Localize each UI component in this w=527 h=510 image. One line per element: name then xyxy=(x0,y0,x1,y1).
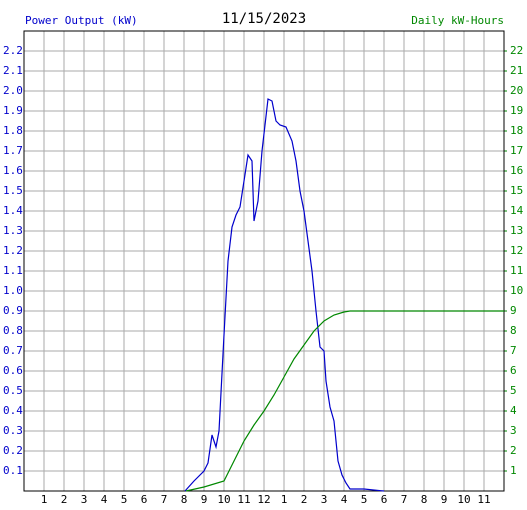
x-tick-label: 3 xyxy=(81,493,88,506)
x-tick-label: 6 xyxy=(141,493,148,506)
y-tick-label: 1.8 xyxy=(3,124,23,137)
y2-axis-label: Daily kW-Hours xyxy=(411,14,504,27)
chart-title: 11/15/2023 xyxy=(222,11,306,27)
x-tick-label: 3 xyxy=(321,493,328,506)
y-tick-label: 0.3 xyxy=(3,424,23,437)
plot-border xyxy=(23,30,505,492)
y-tick-label: 0.8 xyxy=(3,324,23,337)
x-tick-label: 9 xyxy=(201,493,208,506)
x-tick-label: 9 xyxy=(441,493,448,506)
y2-tick-label: 16 xyxy=(510,164,523,177)
x-tick-label: 11 xyxy=(237,493,250,506)
y-tick-label: 1.1 xyxy=(3,264,23,277)
y2-tick-label: 4 xyxy=(510,404,517,417)
x-tick-label: 1 xyxy=(41,493,48,506)
y-tick-label: 0.5 xyxy=(3,384,23,397)
y2-tick-label: 7 xyxy=(510,344,517,357)
y-tick-label: 2.1 xyxy=(3,64,23,77)
y2-tick-label: 15 xyxy=(510,184,523,197)
y-tick-label: 1.9 xyxy=(3,104,23,117)
x-tick-label: 4 xyxy=(341,493,348,506)
y2-tick-label: 5 xyxy=(510,384,517,397)
y-tick-label: 0.7 xyxy=(3,344,23,357)
y-tick-label: 0.2 xyxy=(3,444,23,457)
y2-tick-label: 8 xyxy=(510,324,517,337)
y2-tick-label: 21 xyxy=(510,64,523,77)
y-tick-label: 1.4 xyxy=(3,204,23,217)
y-tick-label: 0.9 xyxy=(3,304,23,317)
y-tick-label: 1.2 xyxy=(3,244,23,257)
y-tick-label: 0.4 xyxy=(3,404,23,417)
x-tick-label: 2 xyxy=(301,493,308,506)
x-tick-label: 5 xyxy=(361,493,368,506)
y2-tick-label: 22 xyxy=(510,44,523,57)
y2-tick-label: 10 xyxy=(510,284,523,297)
y2-tick-label: 9 xyxy=(510,304,517,317)
y2-tick-label: 1 xyxy=(510,464,517,477)
y2-tick-label: 19 xyxy=(510,104,523,117)
series-line xyxy=(184,98,385,492)
x-tick-label: 10 xyxy=(217,493,230,506)
x-tick-label: 4 xyxy=(101,493,108,506)
x-tick-label: 12 xyxy=(257,493,270,506)
y2-tick-label: 6 xyxy=(510,364,517,377)
y-tick-label: 0.1 xyxy=(3,464,23,477)
x-tick-label: 6 xyxy=(381,493,388,506)
x-tick-label: 7 xyxy=(401,493,408,506)
x-tick-label: 1 xyxy=(281,493,288,506)
y-tick-label: 2.2 xyxy=(3,44,23,57)
x-tick-label: 7 xyxy=(161,493,168,506)
y2-tick-label: 14 xyxy=(510,204,524,217)
series-line xyxy=(185,310,504,492)
x-tick-label: 10 xyxy=(457,493,470,506)
y-tick-label: 1.7 xyxy=(3,144,23,157)
y-axis-label: Power Output (kW) xyxy=(25,14,138,27)
x-tick-label: 11 xyxy=(477,493,490,506)
y2-tick-label: 18 xyxy=(510,124,523,137)
y2-tick-label: 2 xyxy=(510,444,517,457)
x-tick-label: 5 xyxy=(121,493,128,506)
y-tick-label: 1.3 xyxy=(3,224,23,237)
y2-tick-label: 20 xyxy=(510,84,523,97)
x-tick-label: 8 xyxy=(181,493,188,506)
y2-tick-label: 13 xyxy=(510,224,523,237)
y2-tick-label: 3 xyxy=(510,424,517,437)
x-tick-label: 2 xyxy=(61,493,68,506)
y-tick-label: 1.6 xyxy=(3,164,23,177)
y-tick-label: 1.5 xyxy=(3,184,23,197)
x-tick-label: 8 xyxy=(421,493,428,506)
y-tick-label: 1.0 xyxy=(3,284,23,297)
y2-tick-label: 12 xyxy=(510,244,523,257)
y-tick-label: 0.6 xyxy=(3,364,23,377)
y2-tick-label: 17 xyxy=(510,144,523,157)
y2-tick-label: 11 xyxy=(510,264,523,277)
y-tick-label: 2.0 xyxy=(3,84,23,97)
